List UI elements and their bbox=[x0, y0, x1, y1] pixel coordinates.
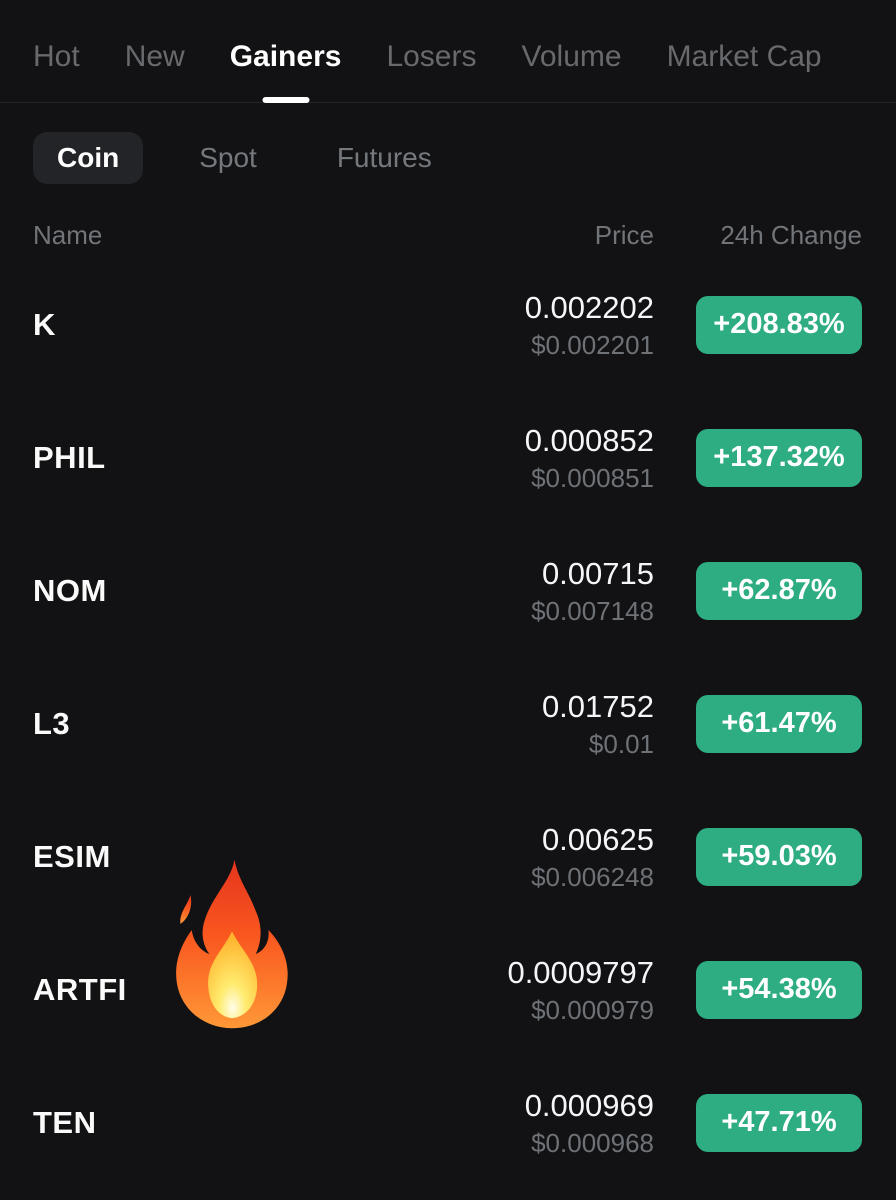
price-value: 0.00715 bbox=[541, 555, 654, 591]
change-badge[interactable]: +62.87% bbox=[696, 561, 862, 620]
price-block: 0.01752 $0.01 bbox=[354, 687, 654, 761]
change-badge[interactable]: +61.47% bbox=[696, 694, 862, 753]
price-block: 0.000969 $0.000968 bbox=[354, 1086, 654, 1160]
price-block: 0.002202 $0.002201 bbox=[354, 288, 654, 362]
price-block: 0.00625 $0.006248 bbox=[354, 820, 654, 894]
tab-market-cap[interactable]: Market Cap bbox=[666, 40, 822, 73]
price-usd-value: $0.000979 bbox=[531, 994, 654, 1025]
coin-symbol: K bbox=[33, 306, 56, 342]
subtab-spot[interactable]: Spot bbox=[199, 142, 257, 173]
price-usd-value: $0.006248 bbox=[531, 861, 654, 892]
header-24h-change: 24h Change bbox=[720, 220, 862, 250]
tab-new[interactable]: New bbox=[124, 40, 185, 73]
tab-gainers[interactable]: Gainers bbox=[230, 40, 342, 100]
price-value: 0.0009797 bbox=[507, 954, 654, 990]
table-row-artfi[interactable]: ARTFI 0.0009797 $0.000979 +54.38% bbox=[33, 923, 862, 1056]
price-usd-value: $0.01 bbox=[588, 728, 654, 759]
price-value: 0.000969 bbox=[524, 1087, 654, 1123]
table-row-nom[interactable]: NOM 0.00715 $0.007148 +62.87% bbox=[33, 524, 862, 657]
gainers-list: Name Price 24h Change K 0.002202 $0.0022… bbox=[33, 220, 862, 1189]
price-block: 0.000852 $0.000851 bbox=[354, 421, 654, 495]
table-row-ten[interactable]: TEN 0.000969 $0.000968 +47.71% bbox=[33, 1056, 862, 1189]
coin-symbol: NOM bbox=[33, 572, 107, 608]
tab-volume[interactable]: Volume bbox=[521, 40, 622, 73]
table-row-l3[interactable]: L3 0.01752 $0.01 +61.47% bbox=[33, 657, 862, 790]
change-badge[interactable]: +208.83% bbox=[696, 295, 862, 354]
coin-rows: K 0.002202 $0.002201 +208.83% PHIL 0.000… bbox=[33, 258, 862, 1189]
coin-symbol: PHIL bbox=[33, 439, 106, 475]
coin-symbol: TEN bbox=[33, 1104, 97, 1140]
list-header: Name Price 24h Change bbox=[33, 220, 862, 250]
change-badge[interactable]: +54.38% bbox=[696, 960, 862, 1019]
price-value: 0.002202 bbox=[524, 289, 654, 325]
market-tabbar: Hot New Gainers Losers Volume Market Cap bbox=[0, 0, 896, 103]
tab-losers[interactable]: Losers bbox=[386, 40, 477, 73]
coin-symbol: ESIM bbox=[33, 838, 111, 874]
market-type-subtabs: Coin Spot Futures bbox=[33, 132, 863, 184]
table-row-phil[interactable]: PHIL 0.000852 $0.000851 +137.32% bbox=[33, 391, 862, 524]
price-value: 0.000852 bbox=[524, 422, 654, 458]
change-badge[interactable]: +137.32% bbox=[696, 428, 862, 487]
price-usd-value: $0.000968 bbox=[531, 1127, 654, 1158]
header-name: Name bbox=[33, 220, 103, 250]
table-row-k[interactable]: K 0.002202 $0.002201 +208.83% bbox=[33, 258, 862, 391]
coin-symbol: ARTFI bbox=[33, 971, 127, 1007]
price-value: 0.00625 bbox=[541, 821, 654, 857]
price-block: 0.00715 $0.007148 bbox=[354, 554, 654, 628]
market-tabs: Hot New Gainers Losers Volume Market Cap bbox=[33, 40, 863, 100]
subtab-coin[interactable]: Coin bbox=[33, 132, 144, 184]
table-row-esim[interactable]: ESIM 0.00625 $0.006248 +59.03% bbox=[33, 790, 862, 923]
subtab-futures[interactable]: Futures bbox=[336, 142, 432, 173]
tab-hot[interactable]: Hot bbox=[33, 40, 80, 73]
change-badge[interactable]: +47.71% bbox=[696, 1093, 862, 1152]
coin-symbol: L3 bbox=[33, 705, 71, 741]
price-usd-value: $0.007148 bbox=[531, 595, 654, 626]
price-usd-value: $0.000851 bbox=[531, 462, 654, 493]
header-price: Price bbox=[594, 220, 654, 250]
change-badge[interactable]: +59.03% bbox=[696, 827, 862, 886]
price-value: 0.01752 bbox=[541, 688, 654, 724]
price-block: 0.0009797 $0.000979 bbox=[354, 953, 654, 1027]
price-usd-value: $0.002201 bbox=[531, 329, 654, 360]
